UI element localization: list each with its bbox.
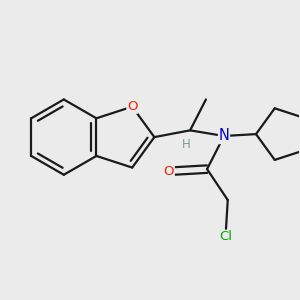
- Text: O: O: [164, 164, 174, 178]
- Text: H: H: [182, 138, 190, 151]
- Text: N: N: [219, 128, 230, 143]
- Text: O: O: [127, 100, 137, 113]
- Text: Cl: Cl: [219, 230, 232, 243]
